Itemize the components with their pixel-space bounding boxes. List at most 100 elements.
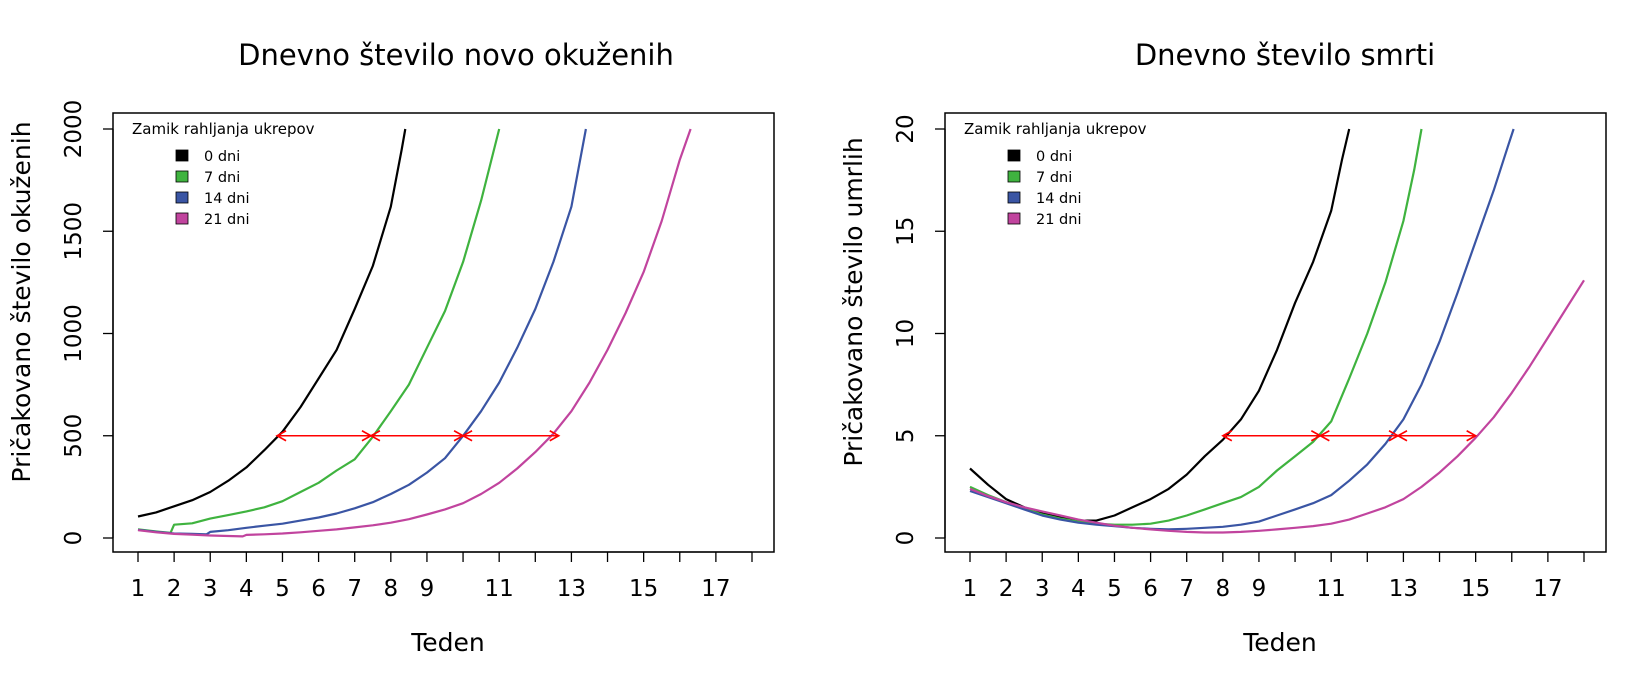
x-tick-label: 6 [311,576,326,602]
arrow-head-left [1221,430,1233,442]
annotation-layer [275,430,561,442]
series-line-14-dni [969,128,1515,531]
x-tick-label: 15 [629,576,658,602]
legend-label: 7 dni [204,170,240,186]
x-tick-label: 9 [420,576,435,602]
series-layer [137,128,692,538]
chart-deaths: Dnevno število smrti Teden Pričakovano š… [839,38,1607,657]
y-axis: 0 5 10 15 20 [893,114,946,546]
y-tick-label: 5 [893,428,919,443]
y-axis: 0 500 1000 1500 2000 [61,100,114,546]
series-line-21-dni [137,128,692,538]
legend: Zamik rahljanja ukrepov 0 dni 7 dni 14 d… [964,120,1147,228]
legend-item: 21 dni [175,212,249,228]
arrow-head-left [275,430,287,442]
x-tick-label: 5 [1107,576,1122,602]
x-tick-label: 4 [1071,576,1086,602]
y-tick-label: 15 [893,217,919,246]
x-tick-label: 13 [1389,576,1418,602]
legend-swatch [1007,191,1021,204]
legend-label: 21 dni [1036,212,1081,228]
legend-swatch [175,191,189,204]
arrow-head-right [1466,430,1478,442]
x-tick-label: 4 [239,576,254,602]
y-tick-label: 500 [61,414,87,458]
x-tick-label: 1 [963,576,978,602]
legend-title: Zamik rahljanja ukrepov [132,120,315,138]
legend-label: 0 dni [1036,149,1072,165]
x-tick-label: 5 [275,576,290,602]
x-axis: 1 2 3 4 5 6 7 8 9 11 13 15 17 [131,551,753,602]
double-arrow [1396,430,1478,442]
x-tick-label: 3 [1035,576,1050,602]
legend-title: Zamik rahljanja ukrepov [964,120,1147,138]
legend-item: 7 dni [175,170,240,186]
legend-swatch [175,149,189,162]
x-tick-label: 8 [384,576,399,602]
y-tick-label: 0 [893,531,919,546]
legend-swatch [175,212,189,225]
x-tick-label: 6 [1143,576,1158,602]
legend-item: 21 dni [1007,212,1081,228]
y-tick-label: 2000 [61,100,87,159]
double-arrow [1221,430,1322,442]
x-axis-title: Teden [1242,628,1317,657]
series-line-0-dni [969,128,1351,522]
legend-item: 0 dni [175,149,240,165]
chart-title: Dnevno število smrti [1135,38,1435,72]
legend-label: 14 dni [204,191,249,207]
arrow-head-left [369,430,381,442]
double-arrow [275,430,373,442]
series-line-0-dni [137,128,407,518]
legend-swatch [1007,170,1021,183]
y-axis-title: Pričakovano število umrlih [839,137,868,466]
x-axis-title: Teden [410,628,485,657]
y-tick-label: 1000 [61,304,87,363]
double-arrow [461,430,561,442]
legend-swatch [175,170,189,183]
legend-item: 14 dni [175,191,249,207]
x-tick-label: 11 [1317,576,1346,602]
x-axis: 1 2 3 4 5 6 7 8 9 11 13 15 17 [963,551,1585,602]
legend: Zamik rahljanja ukrepov 0 dni 7 dni 14 d… [132,120,315,228]
x-tick-label: 9 [1252,576,1267,602]
x-tick-label: 17 [701,576,730,602]
x-tick-label: 17 [1533,576,1562,602]
legend-label: 14 dni [1036,191,1081,207]
legend-item: 14 dni [1007,191,1081,207]
series-line-21-dni [969,279,1585,534]
x-tick-label: 2 [999,576,1014,602]
double-arrow [369,430,465,442]
x-tick-label: 1 [131,576,146,602]
x-tick-label: 13 [557,576,586,602]
double-arrow [1318,430,1400,442]
legend-item: 7 dni [1007,170,1072,186]
chart-new-infections: Dnevno število novo okuženih Teden Priča… [7,38,775,657]
annotation-layer [1221,430,1478,442]
chart-title: Dnevno število novo okuženih [238,38,674,72]
y-axis-title: Pričakovano število okuženih [7,121,36,482]
x-tick-label: 2 [167,576,182,602]
y-tick-label: 10 [893,319,919,348]
y-tick-label: 20 [893,114,919,143]
series-line-14-dni [137,128,587,536]
x-tick-label: 15 [1461,576,1490,602]
arrow-head-left [1396,430,1408,442]
arrow-head-left [1318,430,1330,442]
legend-item: 0 dni [1007,149,1072,165]
legend-label: 7 dni [1036,170,1072,186]
series-line-7-dni [137,128,501,534]
x-tick-label: 3 [203,576,218,602]
legend-swatch [1007,149,1021,162]
x-tick-label: 7 [1179,576,1194,602]
y-tick-label: 1500 [61,202,87,261]
legend-swatch [1007,212,1021,225]
arrow-head-right [549,430,561,442]
x-tick-label: 8 [1216,576,1231,602]
y-tick-label: 0 [61,531,87,546]
legend-label: 21 dni [204,212,249,228]
x-tick-label: 11 [485,576,514,602]
x-tick-label: 7 [347,576,362,602]
series-layer [969,128,1585,534]
